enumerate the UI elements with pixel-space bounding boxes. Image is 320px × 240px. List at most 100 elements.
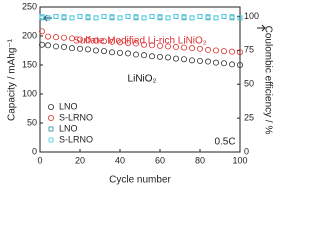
marker — [228, 61, 235, 68]
marker — [117, 39, 124, 46]
x-tick-label: 20 — [75, 155, 85, 165]
marker — [109, 15, 115, 21]
marker — [148, 42, 155, 49]
marker — [101, 48, 108, 55]
marker — [93, 47, 100, 54]
marker — [229, 14, 235, 19]
marker — [229, 15, 235, 21]
marker — [181, 14, 187, 19]
marker — [85, 37, 92, 44]
marker — [125, 39, 132, 46]
y-axis-label: Capacity / mAhg⁻¹ — [7, 38, 18, 121]
marker — [77, 45, 84, 52]
marker — [93, 15, 99, 21]
marker — [149, 14, 155, 19]
marker — [69, 35, 76, 42]
marker — [61, 34, 68, 41]
marker — [196, 57, 203, 64]
marker — [69, 15, 75, 21]
marker — [157, 14, 163, 19]
marker — [165, 15, 171, 21]
annotation: LiNiO₂ — [128, 74, 157, 85]
x-tick-label: 80 — [195, 155, 205, 165]
x-axis-label: Cycle number — [109, 175, 171, 186]
marker — [125, 50, 132, 57]
marker — [39, 28, 46, 35]
marker — [101, 38, 108, 45]
marker — [85, 46, 92, 53]
legend-label: S-LRNO — [59, 134, 93, 144]
y2-axis-label: Coulombic efficiency / % — [262, 26, 273, 135]
marker — [189, 15, 195, 21]
marker — [39, 15, 45, 21]
y-tick-label: 250 — [22, 1, 37, 11]
y2-tick-label: 100 — [244, 11, 259, 21]
marker — [180, 56, 187, 63]
marker — [132, 40, 139, 47]
annotation: Sulfate Modified Li-rich LiNiO₂ — [73, 36, 206, 47]
marker — [196, 45, 203, 52]
marker — [69, 45, 76, 52]
y-tick-label: 0 — [32, 146, 37, 156]
legend-marker — [48, 115, 55, 122]
marker — [220, 48, 227, 55]
marker — [53, 34, 60, 41]
marker — [148, 53, 155, 60]
marker — [117, 15, 123, 21]
marker — [141, 15, 147, 21]
marker — [45, 42, 52, 49]
marker — [221, 14, 227, 19]
marker — [188, 45, 195, 52]
marker — [172, 44, 179, 51]
y-tick-label: 100 — [22, 88, 37, 98]
marker — [204, 46, 211, 53]
marker — [117, 49, 124, 56]
marker — [140, 41, 147, 48]
x-tick-label: 60 — [155, 155, 165, 165]
marker — [197, 14, 203, 19]
marker — [205, 14, 211, 19]
marker — [39, 41, 46, 48]
marker — [93, 15, 99, 21]
marker — [205, 15, 211, 21]
marker — [173, 14, 179, 19]
marker — [101, 14, 107, 19]
marker — [212, 59, 219, 66]
marker — [77, 14, 83, 19]
marker — [53, 14, 59, 19]
y-tick-label: 200 — [22, 30, 37, 40]
x-tick-label: 100 — [232, 155, 247, 165]
marker — [165, 15, 171, 21]
marker — [140, 52, 147, 59]
marker — [220, 60, 227, 67]
legend-label: LNO — [59, 123, 78, 133]
marker — [85, 15, 91, 21]
marker — [228, 48, 235, 55]
y2-tick-label: 75 — [244, 45, 254, 55]
marker — [164, 54, 171, 61]
plot-frame — [39, 6, 241, 153]
marker — [180, 44, 187, 51]
marker — [109, 38, 116, 45]
legend-marker — [48, 104, 55, 111]
marker — [189, 15, 195, 21]
y2-tick-label: 0 — [244, 146, 249, 156]
marker — [236, 62, 243, 69]
marker — [45, 15, 51, 21]
marker — [172, 55, 179, 62]
marker — [213, 15, 219, 21]
marker — [157, 15, 163, 21]
marker — [188, 57, 195, 64]
marker — [212, 47, 219, 54]
marker — [77, 14, 83, 19]
marker — [125, 14, 131, 19]
marker — [61, 15, 67, 21]
y-tick-label: 50 — [27, 117, 37, 127]
y2-tick-label: 50 — [244, 79, 254, 89]
marker — [125, 14, 131, 19]
marker — [77, 36, 84, 43]
marker — [69, 15, 75, 21]
x-tick-label: 40 — [115, 155, 125, 165]
marker — [181, 15, 187, 21]
marker — [173, 14, 179, 19]
